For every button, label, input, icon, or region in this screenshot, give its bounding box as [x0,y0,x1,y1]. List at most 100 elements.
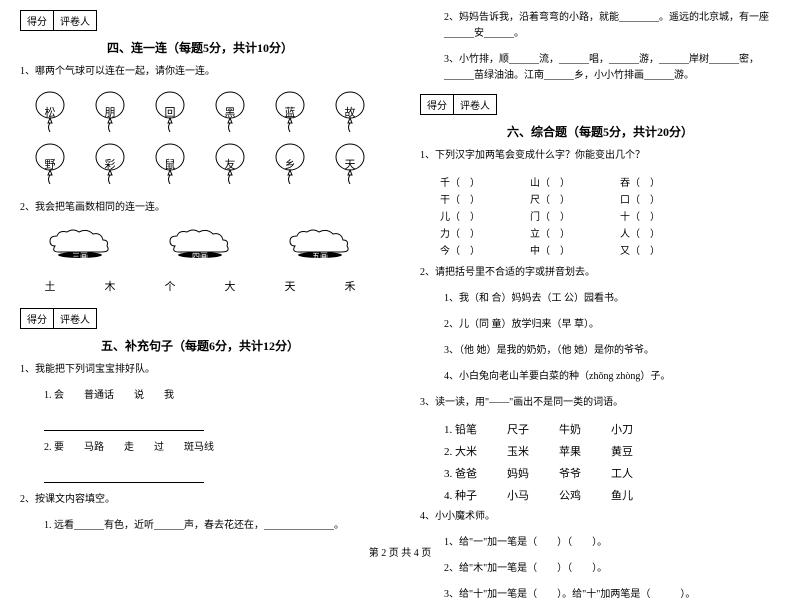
word: 工人 [611,465,633,481]
char: 土 [45,278,56,294]
word: 鱼儿 [611,487,633,503]
word: 爷爷 [559,465,581,481]
word: 苹果 [559,443,581,459]
balloon: 回 [151,90,189,148]
cell: 门（ [530,208,560,223]
word: 2. 大米 [444,443,477,459]
balloon-char: 鼠 [151,156,189,172]
cell: 今（ [440,242,470,257]
word: 黄豆 [611,443,633,459]
word-row: 4. 种子小马公鸡鱼儿 [444,487,780,503]
q5-1a: 1. 会 普通话 说 我 [20,388,380,404]
score-box-5: 得分 评卷人 [20,308,97,329]
word-row: 1. 铅笔尺子牛奶小刀 [444,421,780,437]
grader-label: 评卷人 [454,95,496,114]
score-label: 得分 [21,11,54,30]
balloon: 蓝 [271,90,309,148]
balloon: 故 [331,90,369,148]
cell: 人（ [620,225,650,240]
balloon: 友 [211,142,249,200]
q6-2-1: 1、我（和 合）妈妈去（工 公）园看书。 [420,291,780,307]
answer-line[interactable] [44,472,204,483]
score-label: 得分 [21,309,54,328]
page-footer: 第 2 页 共 4 页 [0,544,800,559]
balloon: 黑 [211,90,249,148]
word: 小马 [507,487,529,503]
cell: ） [470,208,530,223]
cell: ） [470,225,530,240]
r-q2-2: 2、妈妈告诉我，沿着弯弯的小路，就能________。遥远的北京城，有一座___… [420,10,780,42]
cell: 山（ [530,174,560,189]
cell: 儿（ [440,208,470,223]
cell: ） [650,191,710,206]
cell: 尺（ [530,191,560,206]
section-6-title: 六、综合题（每题5分，共计20分） [420,123,780,140]
r-q2-3: 3、小竹排，顺______流，______唱，______游，______岸树_… [420,52,780,84]
section-4-title: 四、连一连（每题5分，共计10分） [20,39,380,56]
word: 1. 铅笔 [444,421,477,437]
cell: ） [560,174,620,189]
balloon: 松 [31,90,69,148]
q6-3: 3、读一读，用"——"画出不是同一类的词语。 [420,395,780,411]
balloon-char: 天 [331,156,369,172]
answer-line[interactable] [44,420,204,431]
section-5-title: 五、补充句子（每题6分，共计12分） [20,337,380,354]
balloon-char: 故 [331,104,369,120]
cell: ） [470,242,530,257]
cell: ） [650,208,710,223]
cloud-label: 四画 [160,251,240,262]
balloon: 野 [31,142,69,200]
balloon-row-2: 野 彩 鼠 友 乡 天 [20,142,380,200]
q6-2-3: 3、（他 她）是我的奶奶，（他 她）是你的爷爷。 [420,343,780,359]
cloud-label: 五画 [280,251,360,262]
cell: ） [650,242,710,257]
char: 个 [165,278,176,294]
balloon: 彩 [91,142,129,200]
word: 玉米 [507,443,529,459]
cell: ） [470,174,530,189]
q5-1: 1、我能把下列词宝宝排好队。 [20,362,380,378]
cloud-label: 三画 [40,251,120,262]
cloud: 五画 [280,226,360,274]
word: 牛奶 [559,421,581,437]
q6-2-4: 4、小白兔向老山羊要白菜的种（zhǒng zhòng）子。 [420,369,780,385]
balloon: 乡 [271,142,309,200]
char: 木 [105,278,116,294]
balloon-char: 朋 [91,104,129,120]
balloon-char: 黑 [211,104,249,120]
word: 小刀 [611,421,633,437]
cell: 十（ [620,208,650,223]
balloon: 天 [331,142,369,200]
word: 妈妈 [507,465,529,481]
balloon-char: 蓝 [271,104,309,120]
q6-2: 2、请把括号里不合适的字或拼音划去。 [420,265,780,281]
cell: ） [650,225,710,240]
char: 禾 [345,278,356,294]
balloon-char: 彩 [91,156,129,172]
word-row: 3. 爸爸 妈妈 爷爷 工人 [444,465,780,481]
q5-2: 2、按课文内容填空。 [20,492,380,508]
char: 天 [285,278,296,294]
q6-4: 4、小小魔术师。 [420,509,780,525]
balloon: 朋 [91,90,129,148]
q6-4-3: 3、给"十"加一笔是（ ）。给"十"加两笔是（ ）。 [420,587,780,603]
char: 大 [225,278,236,294]
q4-2: 2、我会把笔画数相同的连一连。 [20,200,380,216]
word-row: 2. 大米 玉米 苹果 黄豆 [444,443,780,459]
cell: ） [560,242,620,257]
cell: 吞（ [620,174,650,189]
q6-4-2: 2、给"木"加一笔是（ ）（ ）。 [420,561,780,577]
cloud: 四画 [160,226,240,274]
word: 3. 爸爸 [444,465,477,481]
char-grid: 千（）山（）吞（） 干（）尺（）口（） 儿（）门（）十（） 力（）立（）人（） … [440,174,780,257]
balloon-char: 松 [31,104,69,120]
cell: 又（ [620,242,650,257]
word: 公鸡 [559,487,581,503]
score-label: 得分 [421,95,454,114]
cell: ） [560,191,620,206]
balloon-char: 野 [31,156,69,172]
q6-1: 1、下列汉字加两笔会变成什么字？你能变出几个？ [420,148,780,164]
cloud: 三画 [40,226,120,274]
cell: ） [560,208,620,223]
cell: 口（ [620,191,650,206]
